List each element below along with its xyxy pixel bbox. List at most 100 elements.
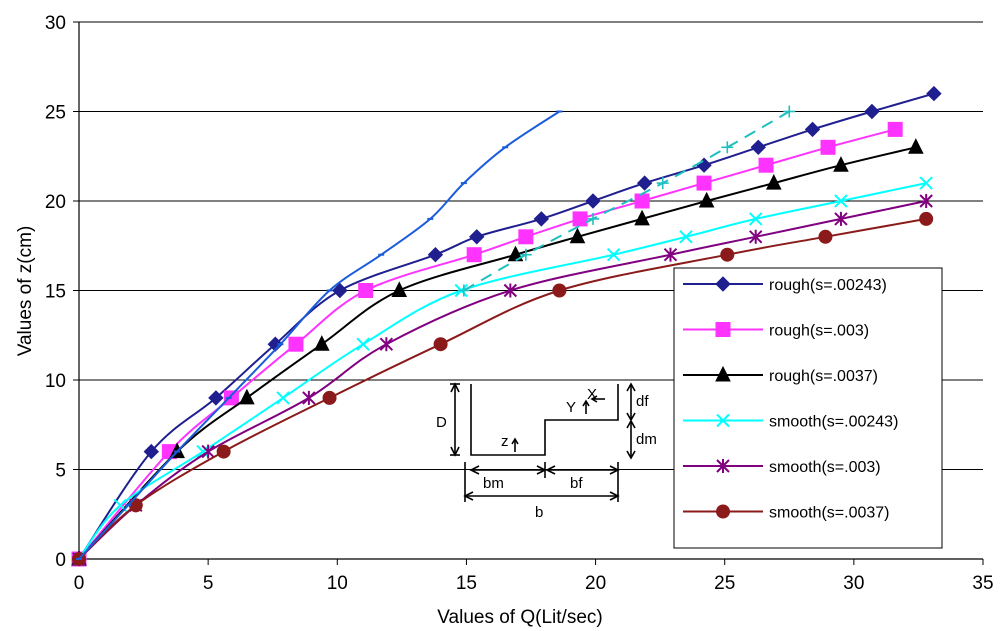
data-point [503,283,518,298]
series-line [78,200,927,560]
data-point [288,336,304,352]
axes [73,21,984,565]
data-point [466,247,482,263]
y-axis-title: Values of z(cm) [15,226,36,357]
data-point [634,209,650,226]
legend-item: smooth(s=.00243) [683,414,898,431]
data-point [758,157,774,173]
y-tick-label: 25 [45,103,66,124]
data-point [208,390,224,406]
data-point [887,121,903,137]
legend-label: smooth(s=.003) [769,459,881,476]
data-point [391,281,408,297]
data-point [519,248,532,261]
data-point [696,175,712,191]
data-point [302,390,316,405]
data-point [201,444,215,459]
data-point [919,176,933,190]
data-point [715,322,731,337]
inset-label-b: b [535,504,543,521]
x-tick-label: 25 [714,573,735,594]
data-point [322,390,337,405]
inset-label-Y: Y [566,399,576,416]
data-point [750,139,766,156]
inset-label-bf: bf [570,475,583,492]
data-point [749,212,763,226]
data-point [765,173,782,190]
y-tick-label: 30 [45,13,66,34]
data-point [427,246,444,263]
legend-item: smooth(s=.0037) [683,504,890,522]
series-7 [76,110,563,560]
dimension-dm-arrow-down [626,450,636,460]
inset-label-bm: bm [483,475,504,492]
data-point [908,138,924,154]
data-point [572,211,588,227]
data-point [679,230,693,244]
arrow-x-head [590,395,598,403]
data-point [239,388,255,405]
legend-label: rough(s=.003) [769,323,869,340]
data-point [358,283,374,298]
data-point [663,247,678,262]
tick-labels: 0 5 10 15 20 25 30 0 5 10 15 20 25 30 35 [45,13,994,594]
data-point [585,193,601,209]
inset-label-z: z [501,433,509,450]
arrow-y-head [582,399,590,407]
data-point [216,444,231,459]
x-axis-title: Values of Q(Lit/sec) [437,607,602,628]
data-point [267,336,284,352]
arrow-z-head [511,437,519,445]
data-point [698,191,715,208]
data-point [833,156,849,172]
data-point [552,283,567,298]
data-point [818,229,833,244]
legend: rough(s=.00243) rough(s=.003) rough(s=.003… [673,267,943,549]
data-point [332,282,348,299]
cross-section-diagram [450,382,636,502]
data-point [636,175,653,191]
data-point [606,247,621,262]
x-tick-label: 35 [972,573,993,594]
data-point [749,229,763,244]
data-point [656,177,669,190]
data-point [919,194,933,208]
x-tick-label: 0 [74,573,85,594]
x-tick-label: 20 [585,573,606,594]
series-line [78,110,560,560]
data-point [457,284,470,297]
data-point [715,276,731,292]
data-point [433,337,448,352]
inset-label-dm: dm [636,431,657,448]
data-point [820,139,836,155]
channel-outline [470,384,619,456]
legend-item: smooth(s=.003) [683,459,881,476]
data-point [804,121,821,138]
series-line [78,217,927,560]
legend-label: smooth(s=.0037) [769,505,890,522]
inset-label-df: df [636,393,649,410]
data-point [864,103,880,120]
y-tick-label: 0 [55,550,66,571]
legend-label: smooth(s=.00243) [769,414,898,431]
data-point [586,212,599,225]
x-tick-label: 30 [843,573,864,594]
dimension-df-arrow-up [626,382,636,392]
data-point [569,227,586,244]
legend-item: rough(s=.003) [683,322,869,340]
data-point [313,335,330,351]
data-point [518,229,534,245]
data-point [721,141,734,154]
data-point [783,105,796,118]
legend-item: rough(s=.00243) [683,276,887,294]
legend-box [673,267,943,549]
data-point [507,245,524,262]
data-point [356,337,370,351]
data-point [634,193,650,209]
series-group [71,85,942,567]
data-point [143,443,160,460]
gridlines [79,21,983,470]
y-tick-label: 20 [45,192,66,213]
data-point [715,365,731,382]
